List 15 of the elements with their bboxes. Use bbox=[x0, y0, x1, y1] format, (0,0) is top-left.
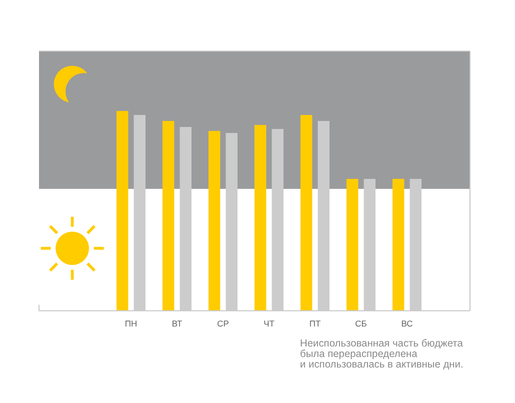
x-tick-label: СР bbox=[217, 318, 230, 328]
bar bbox=[162, 120, 174, 311]
bar bbox=[254, 124, 266, 311]
x-tick-label: ПН bbox=[124, 318, 138, 328]
x-tick-label: ВС bbox=[401, 318, 413, 328]
bar bbox=[346, 178, 358, 311]
text: Неиспользованная часть бюджета была перераспределена и использовалась в активные дни. bbox=[300, 338, 464, 371]
x-tick-label: ВТ bbox=[172, 318, 182, 328]
bar bbox=[392, 178, 404, 311]
bar bbox=[300, 114, 312, 311]
bar bbox=[208, 130, 220, 311]
x-tick-label: ЧТ bbox=[264, 318, 274, 328]
x-tick-label: ПТ bbox=[309, 318, 321, 328]
bar bbox=[116, 111, 128, 311]
x-tick-label: СБ bbox=[355, 318, 368, 328]
